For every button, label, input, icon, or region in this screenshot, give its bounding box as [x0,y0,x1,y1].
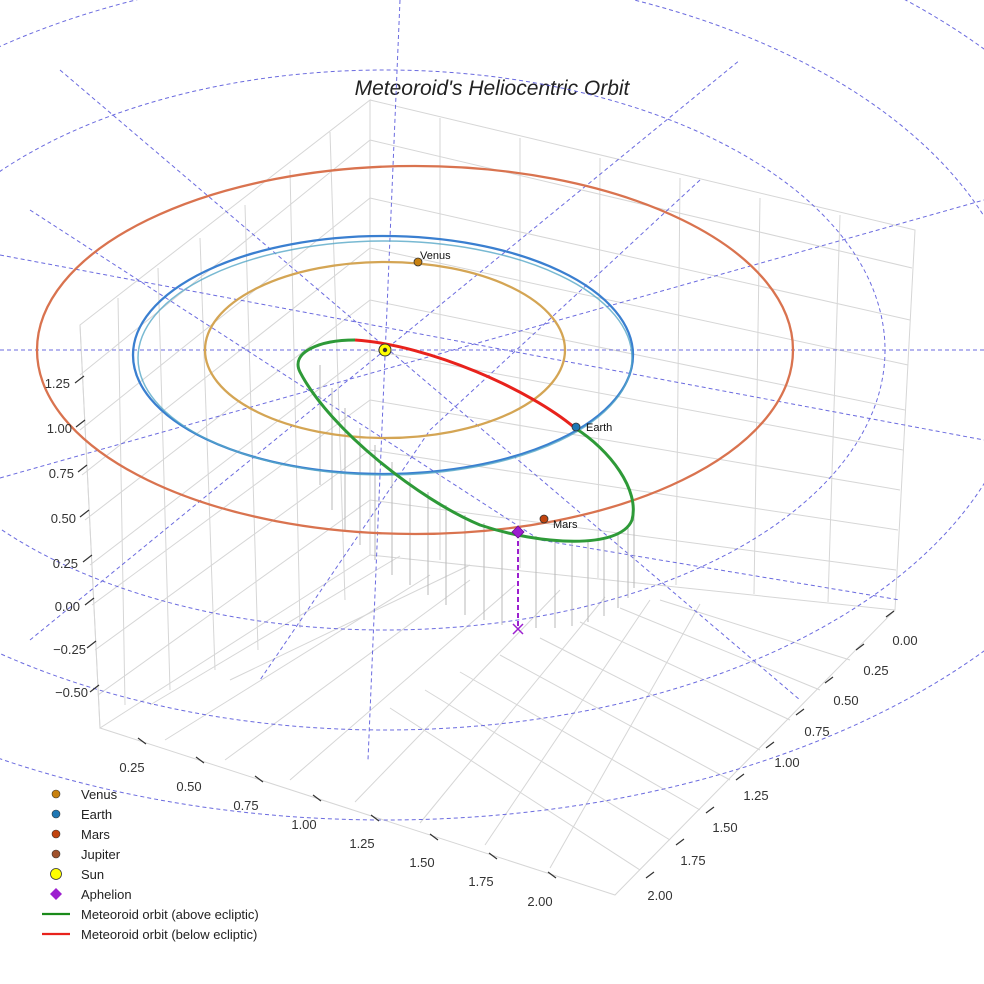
x-tick-label: 2.00 [527,894,552,909]
z-tick-label: 0.00 [55,599,80,614]
z-tick-label: −0.50 [55,685,88,700]
y-tick-label: 0.25 [863,663,888,678]
legend-earth-label: Earth [81,807,112,822]
chart-title: Meteoroid's Heliocentric Orbit [355,77,631,100]
z-tick-label: 0.50 [51,511,76,526]
legend-earth-swatch [51,809,61,819]
venus-marker [413,257,423,267]
x-tick-label: 0.25 [119,760,144,775]
earth-orbit-shadow [137,240,633,476]
y-tick-label: 0.50 [833,693,858,708]
legend-below-label: Meteoroid orbit (below ecliptic) [81,927,257,942]
x-tick-label: 1.00 [291,817,316,832]
y-tick-label: 1.00 [774,755,799,770]
mars-label: Mars [553,519,578,531]
sun-core [382,347,388,353]
x-axis-labels: 0.25 0.50 0.75 1.00 1.25 1.50 1.75 2.00 [119,760,552,909]
y-tick-label: 1.50 [712,820,737,835]
legend-venus-swatch [51,789,61,799]
legend-sun-label: Sun [81,867,104,882]
y-axis-labels: 0.00 0.25 0.50 0.75 1.00 1.25 1.50 1.75 … [647,633,917,903]
x-tick-label: 1.25 [349,836,374,851]
y-tick-label: 1.25 [743,788,768,803]
earth-label: Earth [586,422,612,434]
legend-aphelion-label: Aphelion [81,887,132,902]
z-tick-label: 0.25 [53,556,78,571]
x-tick-label: 1.50 [409,855,434,870]
meteoroid-orbit-above [296,338,635,543]
aphelion-projection-marker [512,623,524,635]
z-axis-labels: 1.25 1.00 0.75 0.50 0.25 0.00 −0.25 −0.5… [45,376,88,700]
z-tick-label: −0.25 [53,642,86,657]
legend-aphelion-swatch [50,888,62,900]
venus-label: Venus [420,250,451,262]
grid-lines [79,98,916,896]
z-tick-label: 1.25 [45,376,70,391]
venus-orbit [203,260,567,440]
legend-venus-label: Venus [81,787,118,802]
z-tick-label: 0.75 [49,466,74,481]
y-tick-label: 1.75 [680,853,705,868]
mars-orbit [35,164,795,536]
x-tick-label: 0.50 [176,779,201,794]
legend-jupiter-swatch [51,849,61,859]
x-tick-label: 1.75 [468,874,493,889]
axis-tick-marks [74,375,895,879]
x-tick-label: 0.75 [233,798,258,813]
earth-marker [571,422,581,432]
z-tick-label: 1.00 [47,421,72,436]
y-tick-label: 0.00 [892,633,917,648]
y-tick-label: 2.00 [647,888,672,903]
y-tick-label: 0.75 [804,724,829,739]
legend-above-label: Meteoroid orbit (above ecliptic) [81,907,259,922]
orbit-droplines [319,365,635,628]
legend-mars-swatch [51,829,61,839]
ecliptic-reference-grid [0,0,984,821]
legend-sun-swatch [50,868,62,880]
legend: Venus Earth Mars Jupiter Sun Aphelion Me… [42,787,259,942]
mars-marker [539,514,549,524]
legend-jupiter-label: Jupiter [81,847,121,862]
aphelion-marker [511,525,525,539]
earth-orbit [131,234,635,476]
legend-mars-label: Mars [81,827,110,842]
